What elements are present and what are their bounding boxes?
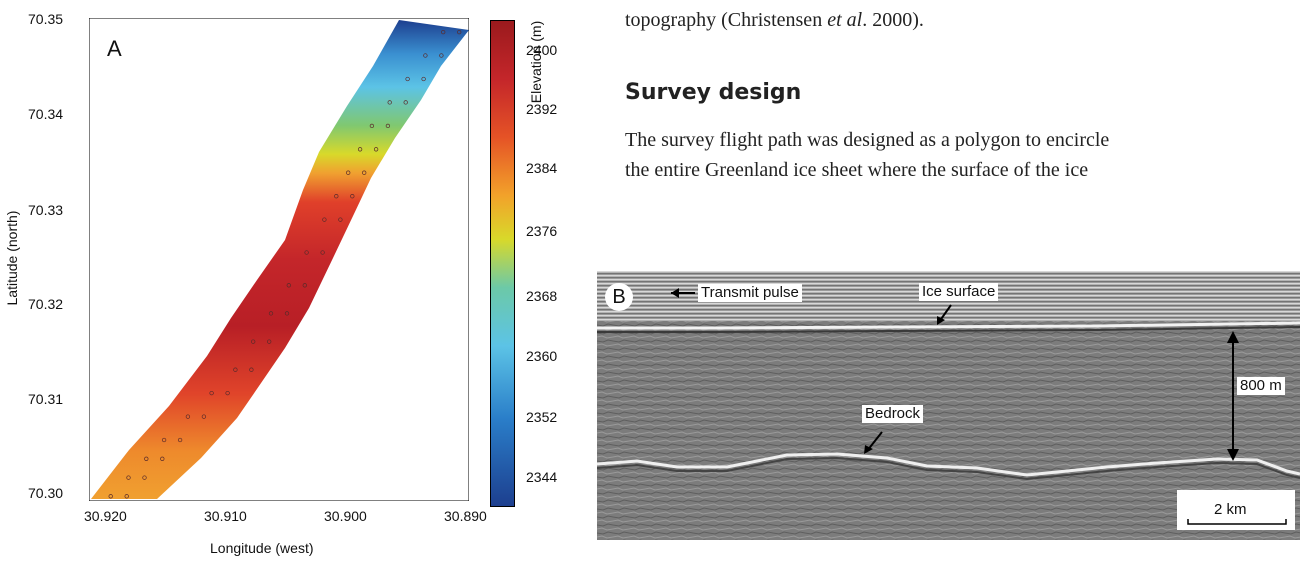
scale-bar: [1187, 519, 1287, 525]
track-point: [160, 456, 165, 461]
track-point: [286, 283, 291, 288]
track-point: [373, 147, 379, 152]
track-point: [142, 475, 147, 480]
track-point: [387, 100, 392, 105]
panel-label-a: A: [107, 36, 122, 61]
track-point: [126, 475, 131, 480]
y-tick-label: 70.30: [28, 485, 64, 501]
track-point: [177, 437, 183, 443]
elevation-map: [89, 18, 469, 501]
y-tick-label: 70.31: [28, 391, 64, 407]
colorbar-tick: 2376: [526, 223, 558, 239]
top-line-em: et al: [827, 9, 863, 31]
track-point: [233, 367, 238, 372]
x-tick-label: 30.920: [84, 508, 127, 524]
section-heading: Survey design: [625, 80, 802, 105]
track-point: [457, 29, 462, 35]
track-point: [362, 170, 367, 175]
track-point: [320, 250, 325, 255]
x-tick-label: 30.890: [444, 508, 487, 524]
paragraph-line: The survey flight path was designed as a…: [625, 129, 1110, 151]
track-point: [249, 367, 254, 372]
elevation-swath: [91, 20, 469, 499]
ice-surface-reflector: [597, 321, 1300, 330]
track-point: [357, 147, 363, 152]
x-axis-label: Longitude (west): [210, 540, 314, 556]
bedrock-label: Bedrock: [862, 405, 924, 423]
track-point: [439, 53, 444, 58]
track-point: [302, 283, 307, 288]
colorbar-tick: 2384: [526, 160, 558, 176]
paragraph-line: the entire Greenland ice sheet where the…: [625, 159, 1089, 181]
top-line-post: . 2000).: [862, 9, 924, 31]
y-tick-label: 70.34: [28, 106, 64, 122]
x-tick-label: 30.910: [204, 508, 247, 524]
track-point: [385, 123, 391, 129]
colorbar-label: Elevation (m): [528, 20, 544, 104]
ice-surface-label: Ice surface: [919, 283, 999, 301]
track-point: [284, 311, 290, 316]
track-point: [346, 170, 351, 175]
track-point: [161, 437, 167, 443]
colorbar-tick: 2400: [526, 42, 558, 58]
track-point: [268, 311, 274, 316]
track-point: [144, 456, 149, 461]
track-point: [322, 217, 327, 222]
track-point: [405, 76, 410, 82]
colorbar-tick: 2392: [526, 101, 558, 117]
bedrock-reflector: [597, 452, 1300, 477]
colorbar-tick: 2344: [526, 469, 558, 485]
track-point: [124, 494, 129, 499]
track-point: [304, 250, 309, 255]
track-point: [334, 194, 339, 199]
thickness-label: 800 m: [1237, 377, 1285, 395]
scale-label: 2 km: [1214, 501, 1247, 518]
track-point: [201, 414, 207, 419]
track-point: [108, 494, 113, 499]
panel-b: B Transmit pulse Ice surface Bedrock 800…: [597, 271, 1300, 540]
colorbar: [490, 20, 515, 507]
track-point: [441, 29, 446, 35]
track-point: [225, 390, 230, 396]
panel-label-b: B: [605, 283, 633, 311]
top-line-pre: topography (Christensen: [625, 9, 828, 31]
body-text-top-line: topography (Christensen et al. 2000).: [625, 6, 1295, 35]
track-point: [350, 194, 355, 199]
y-tick-label: 70.32: [28, 296, 64, 312]
track-point: [423, 53, 428, 58]
track-point: [338, 217, 343, 222]
track-point: [209, 390, 214, 396]
transmit-pulse-label: Transmit pulse: [698, 284, 802, 302]
colorbar-tick: 2368: [526, 288, 558, 304]
x-tick-label: 30.900: [324, 508, 367, 524]
panel-a: Latitude (north) 70.35 70.34 70.33 70.32…: [0, 0, 590, 562]
track-point: [185, 414, 191, 419]
colorbar-tick: 2360: [526, 348, 558, 364]
y-tick-label: 70.33: [28, 202, 64, 218]
track-point: [369, 123, 375, 129]
y-axis-label: Latitude (north): [4, 210, 20, 306]
track-point: [267, 339, 272, 344]
track-point: [403, 100, 408, 105]
y-tick-label: 70.35: [28, 11, 64, 27]
flight-track-points: [108, 29, 462, 499]
colorbar-tick: 2352: [526, 409, 558, 425]
panel-label-b-text: B: [612, 286, 626, 308]
radargram: [597, 271, 1300, 540]
track-point: [251, 339, 256, 344]
track-point: [421, 76, 426, 82]
